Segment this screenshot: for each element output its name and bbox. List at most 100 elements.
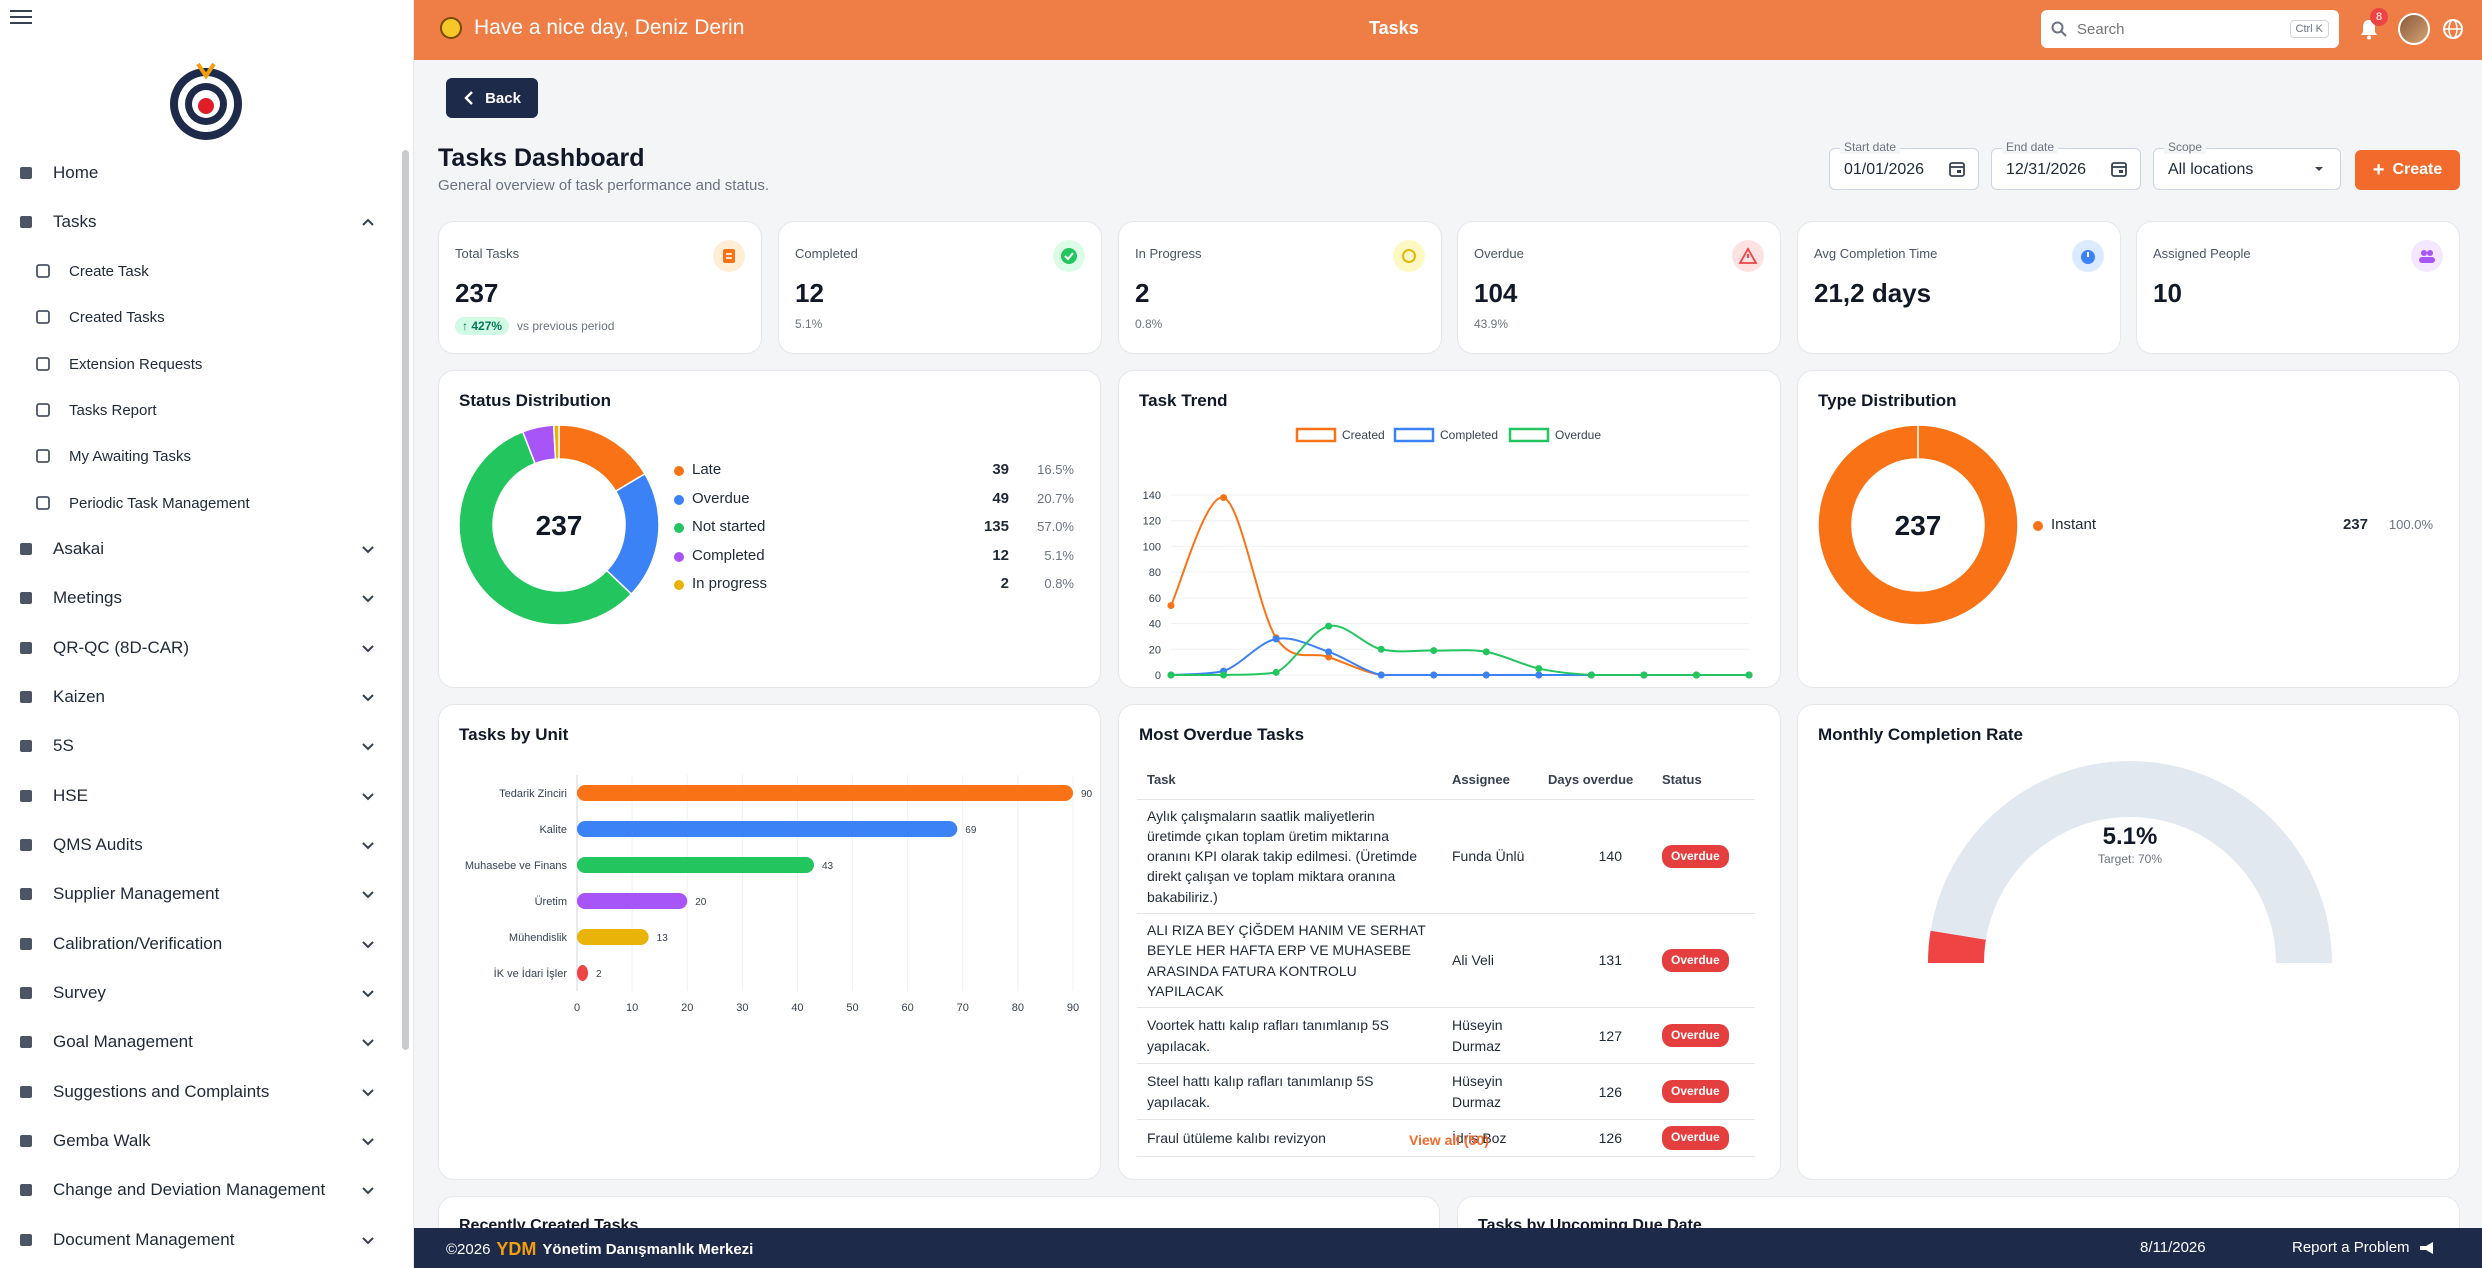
- data-point[interactable]: [1482, 671, 1490, 679]
- chevron-down-icon[interactable]: [360, 1133, 376, 1149]
- sidebar-item-supplier-management[interactable]: Supplier Management: [0, 874, 394, 914]
- avatar[interactable]: [2398, 13, 2430, 45]
- chevron-down-icon[interactable]: [360, 985, 376, 1001]
- sidebar-item-qr-qc-8d-car-[interactable]: QR-QC (8D-CAR): [0, 628, 394, 668]
- legend-swatch[interactable]: [1295, 427, 1337, 443]
- data-point[interactable]: [1535, 671, 1543, 679]
- data-point[interactable]: [1167, 671, 1175, 679]
- notifications-button[interactable]: 8: [2358, 8, 2388, 40]
- data-point[interactable]: [1377, 645, 1385, 653]
- end-date-field[interactable]: End date 12/31/2026: [1991, 140, 2141, 190]
- sidebar-subitem-periodic-task-management[interactable]: Periodic Task Management: [0, 486, 394, 520]
- sidebar-item-change-and-deviation-management[interactable]: Change and Deviation Management: [0, 1170, 394, 1210]
- data-point[interactable]: [1325, 648, 1333, 656]
- sidebar-item-calibration-verification[interactable]: Calibration/Verification: [0, 924, 394, 964]
- sidebar-subitem-create-task[interactable]: Create Task: [0, 254, 394, 288]
- legend-item[interactable]: Not started 135 57.0%: [674, 518, 1074, 538]
- data-point[interactable]: [1220, 671, 1228, 679]
- chevron-down-icon[interactable]: [360, 541, 376, 557]
- sidebar-item-goal-management[interactable]: Goal Management: [0, 1022, 394, 1062]
- data-point[interactable]: [1272, 668, 1280, 676]
- chevron-up-icon[interactable]: [360, 214, 376, 230]
- data-point[interactable]: [1692, 671, 1700, 679]
- sidebar-item-asakai[interactable]: Asakai: [0, 529, 394, 569]
- back-button[interactable]: Back: [446, 78, 538, 118]
- sidebar-item-kaizen[interactable]: Kaizen: [0, 677, 394, 717]
- data-point[interactable]: [1587, 671, 1595, 679]
- menu-icon[interactable]: [10, 6, 32, 28]
- chevron-down-icon[interactable]: [360, 1232, 376, 1248]
- data-point[interactable]: [1167, 602, 1175, 610]
- sidebar-subitem-tasks-report[interactable]: Tasks Report: [0, 393, 394, 427]
- data-point[interactable]: [1430, 671, 1438, 679]
- bar[interactable]: [577, 929, 649, 945]
- data-point[interactable]: [1325, 622, 1333, 630]
- calendar-icon[interactable]: [1948, 160, 1966, 178]
- sidebar-subitem-created-tasks[interactable]: Created Tasks: [0, 300, 394, 334]
- chevron-down-icon[interactable]: [360, 1084, 376, 1100]
- start-date-field[interactable]: Start date 01/01/2026: [1829, 140, 1979, 190]
- sidebar-item-5s[interactable]: 5S: [0, 726, 394, 766]
- bar[interactable]: [577, 857, 814, 873]
- chevron-down-icon[interactable]: [360, 837, 376, 853]
- sidebar-item-hse[interactable]: HSE: [0, 776, 394, 816]
- chevron-down-icon[interactable]: [360, 936, 376, 952]
- data-point[interactable]: [1640, 671, 1648, 679]
- calendar-icon[interactable]: [2110, 160, 2128, 178]
- table-row[interactable]: Voortek hattı kalıp rafları tanımlanıp 5…: [1137, 1007, 1755, 1065]
- data-point[interactable]: [1745, 671, 1753, 679]
- bar[interactable]: [577, 785, 1073, 801]
- sidebar-item-gemba-walk[interactable]: Gemba Walk: [0, 1121, 394, 1161]
- bar[interactable]: [577, 893, 688, 909]
- bar[interactable]: [577, 965, 589, 981]
- chevron-down-icon[interactable]: [360, 738, 376, 754]
- table-row[interactable]: Fraul ütüleme kalıbı revizyon İdris Boz 12…: [1137, 1119, 1755, 1157]
- sidebar-item-home[interactable]: Home: [0, 153, 394, 193]
- data-point[interactable]: [1325, 653, 1333, 661]
- donut-slice[interactable]: [605, 472, 659, 596]
- chevron-down-icon[interactable]: [360, 1182, 376, 1198]
- sidebar-scrollbar[interactable]: [402, 150, 409, 1050]
- sidebar-subitem-my-awaiting-tasks[interactable]: My Awaiting Tasks: [0, 439, 394, 473]
- sidebar-item-suggestions-and-complaints[interactable]: Suggestions and Complaints: [0, 1072, 394, 1112]
- scope-select[interactable]: Scope All locations: [2153, 140, 2341, 190]
- table-row[interactable]: Steel hattı kalıp rafları tanımlanıp 5S …: [1137, 1063, 1755, 1121]
- report-problem-link[interactable]: Report a Problem: [2292, 1239, 2436, 1256]
- globe-icon[interactable]: [2442, 18, 2464, 40]
- sidebar-item-tasks[interactable]: Tasks: [0, 202, 394, 242]
- data-point[interactable]: [1482, 648, 1490, 656]
- legend-swatch[interactable]: [1393, 427, 1435, 443]
- view-all-link[interactable]: View all (50): [1409, 1132, 1489, 1148]
- data-point[interactable]: [1535, 665, 1543, 673]
- table-row[interactable]: Aylık çalışmaların saatlik maliyetlerin …: [1137, 799, 1755, 914]
- legend-item[interactable]: In progress 2 0.8%: [674, 575, 1074, 595]
- sidebar-item-meetings[interactable]: Meetings: [0, 578, 394, 618]
- chevron-down-icon[interactable]: [360, 788, 376, 804]
- donut-slice[interactable]: [459, 430, 633, 625]
- legend-item[interactable]: Instant 237 100.0%: [2033, 516, 2433, 536]
- data-point[interactable]: [1220, 494, 1228, 502]
- data-point[interactable]: [1377, 671, 1385, 679]
- data-point[interactable]: [1272, 635, 1280, 643]
- chevron-down-icon[interactable]: [360, 590, 376, 606]
- sidebar-item-document-management[interactable]: Document Management: [0, 1220, 394, 1260]
- donut-slice[interactable]: [552, 425, 560, 460]
- donut-slice[interactable]: [1818, 425, 2018, 625]
- legend-item[interactable]: Completed 12 5.1%: [674, 547, 1074, 567]
- legend-item[interactable]: Late 39 16.5%: [674, 461, 1074, 481]
- chevron-down-icon[interactable]: [360, 640, 376, 656]
- sidebar-item-survey[interactable]: Survey: [0, 973, 394, 1013]
- create-button[interactable]: + Create: [2355, 150, 2460, 190]
- data-point[interactable]: [1430, 647, 1438, 655]
- legend-swatch[interactable]: [1508, 427, 1550, 443]
- chevron-down-icon[interactable]: [360, 886, 376, 902]
- sidebar-item-qms-audits[interactable]: QMS Audits: [0, 825, 394, 865]
- chevron-down-icon[interactable]: [360, 689, 376, 705]
- search-box[interactable]: Ctrl K: [2041, 10, 2339, 48]
- legend-item[interactable]: Overdue 49 20.7%: [674, 490, 1074, 510]
- bar[interactable]: [577, 821, 958, 837]
- search-input[interactable]: [2077, 20, 2290, 38]
- chevron-down-icon[interactable]: [360, 1034, 376, 1050]
- sidebar-subitem-extension-requests[interactable]: Extension Requests: [0, 347, 394, 381]
- table-row[interactable]: ALI RIZA BEY ÇİĞDEM HANIM VE SERHAT BEYL…: [1137, 913, 1755, 1009]
